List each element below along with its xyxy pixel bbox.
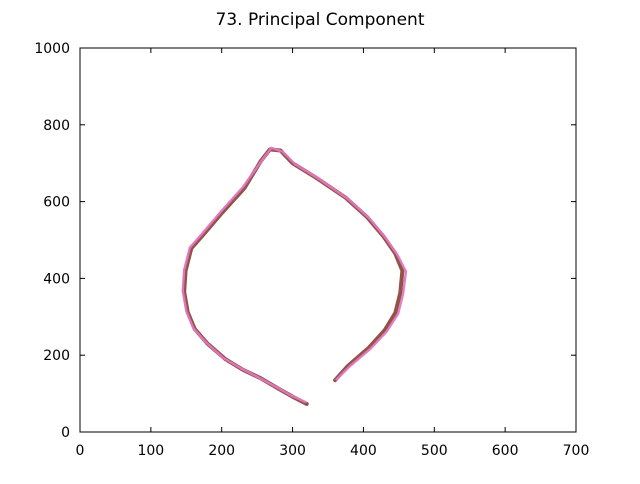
y-axis-ticks: 0 200 400 600 800 1000: [34, 41, 576, 441]
chart-title: 73. Principal Component: [216, 10, 425, 30]
x-tick-label-4: 400: [350, 443, 377, 459]
plot-frame: [79, 47, 577, 433]
y-tick-label-2: 400: [43, 271, 70, 287]
series-line-0: [182, 147, 405, 406]
x-tick-label-2: 200: [208, 443, 235, 459]
x-tick-label-1: 100: [137, 443, 164, 459]
y-tick-label-0: 0: [61, 425, 70, 441]
x-axis-ticks: 0 100 200 300 400 500 600 700: [76, 48, 590, 459]
y-tick-label-1: 200: [43, 348, 70, 364]
series-line-1: [181, 146, 408, 404]
series-layer: [181, 146, 408, 406]
x-tick-label-0: 0: [76, 443, 85, 459]
x-tick-label-7: 700: [563, 443, 590, 459]
x-tick-label-6: 600: [492, 443, 519, 459]
x-tick-label-5: 500: [421, 443, 448, 459]
y-tick-label-4: 800: [43, 118, 70, 134]
y-tick-label-5: 1000: [34, 41, 70, 57]
y-tick-label-3: 600: [43, 195, 70, 211]
x-tick-label-3: 300: [279, 443, 306, 459]
